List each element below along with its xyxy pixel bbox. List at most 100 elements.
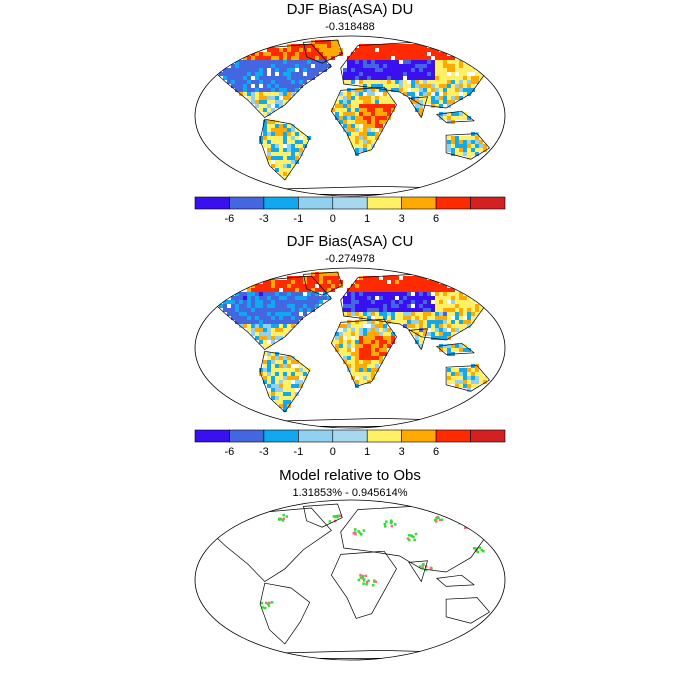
bias-cell [403,304,407,308]
ratio-cell [373,580,376,583]
bias-cell [415,320,419,324]
bias-cell [455,308,459,312]
bias-cell [375,340,379,344]
bias-cell [363,316,367,320]
coastline-india [408,328,428,351]
bias-cell [219,304,223,308]
coastline-eurasia [340,42,494,109]
bias-cell [447,92,451,96]
bias-cell [279,368,283,372]
ratio-cell [462,522,466,525]
bias-cell [375,336,379,340]
bias-cell [451,64,455,68]
bias-cell [351,324,355,328]
bias-cell [411,100,415,104]
bias-cell [423,292,427,296]
bias-cell [471,384,475,388]
bias-cell [411,56,415,60]
bias-cell [327,44,331,48]
bias-cell [379,60,383,64]
bias-cell [255,84,259,88]
bias-cell [259,88,263,92]
bias-cell [267,280,271,284]
bias-cell [379,116,383,120]
bias-cell [379,88,383,92]
coastline-southAmerica [259,582,311,645]
bias-cell [287,164,291,168]
bias-cell [379,128,383,132]
bias-cell [363,364,367,368]
bias-cell [267,332,271,336]
bias-cell [443,60,447,64]
bias-cell [367,92,371,96]
ratio-cell [438,518,442,522]
ratio-cell [264,606,267,610]
bias-cell [271,372,275,376]
bias-cell [367,128,371,132]
bias-cell [363,376,367,380]
bias-cell [459,148,463,152]
bias-cell [423,68,427,72]
coastline-eurasia [340,506,494,573]
coastline-india [408,96,428,119]
colorbar-box [401,429,437,443]
bias-cell [267,136,271,140]
bias-cell [247,308,251,312]
bias-cell [371,132,375,136]
panel3-title: Model relative to Obs [279,467,421,484]
bias-cell [359,320,363,324]
bias-cell [283,172,287,176]
bias-cell [263,380,267,384]
bias-cell [375,56,379,60]
bias-cell [391,72,395,76]
bias-cell [243,88,247,92]
bias-cell [423,64,427,68]
bias-cell [395,56,399,60]
bias-cell [235,80,239,84]
map-border [194,499,506,661]
bias-cell [279,164,283,168]
bias-cell [467,316,471,320]
bias-cell [403,80,407,84]
bias-cell [367,132,371,136]
bias-cell [343,120,347,124]
bias-cell [303,44,307,48]
bias-cell [423,288,427,292]
bias-cell [355,92,359,96]
bias-cell [283,148,287,152]
bias-cell [347,292,351,296]
bias-cell [447,316,451,320]
bias-cell [395,280,399,284]
bias-cell [299,76,303,80]
bias-cell [291,300,295,304]
bias-cell [471,80,475,84]
bias-cell [359,112,363,116]
bias-cell [371,64,375,68]
bias-cell [387,76,391,80]
bias-cell [283,80,287,84]
bias-cell [271,60,275,64]
bias-cell [271,284,275,288]
bias-cell [451,60,455,64]
bias-cell [411,52,415,56]
bias-cell [331,276,335,280]
bias-cell [287,76,291,80]
bias-cell [295,288,299,292]
ratio-cell [424,568,428,572]
bias-cell [283,156,287,160]
bias-cell [295,44,299,48]
bias-cell [303,300,307,304]
bias-cell [467,320,471,324]
bias-cell [259,320,263,324]
bias-cell [243,68,247,72]
bias-cell [291,88,295,92]
bias-cell [263,96,267,100]
bias-cell [455,312,459,316]
bias-cell [271,288,275,292]
bias-cell [411,320,415,324]
bias-cell [363,76,367,80]
bias-cell [339,108,343,112]
bias-cell [391,76,395,80]
bias-cell [295,380,299,384]
bias-cell [435,68,439,72]
